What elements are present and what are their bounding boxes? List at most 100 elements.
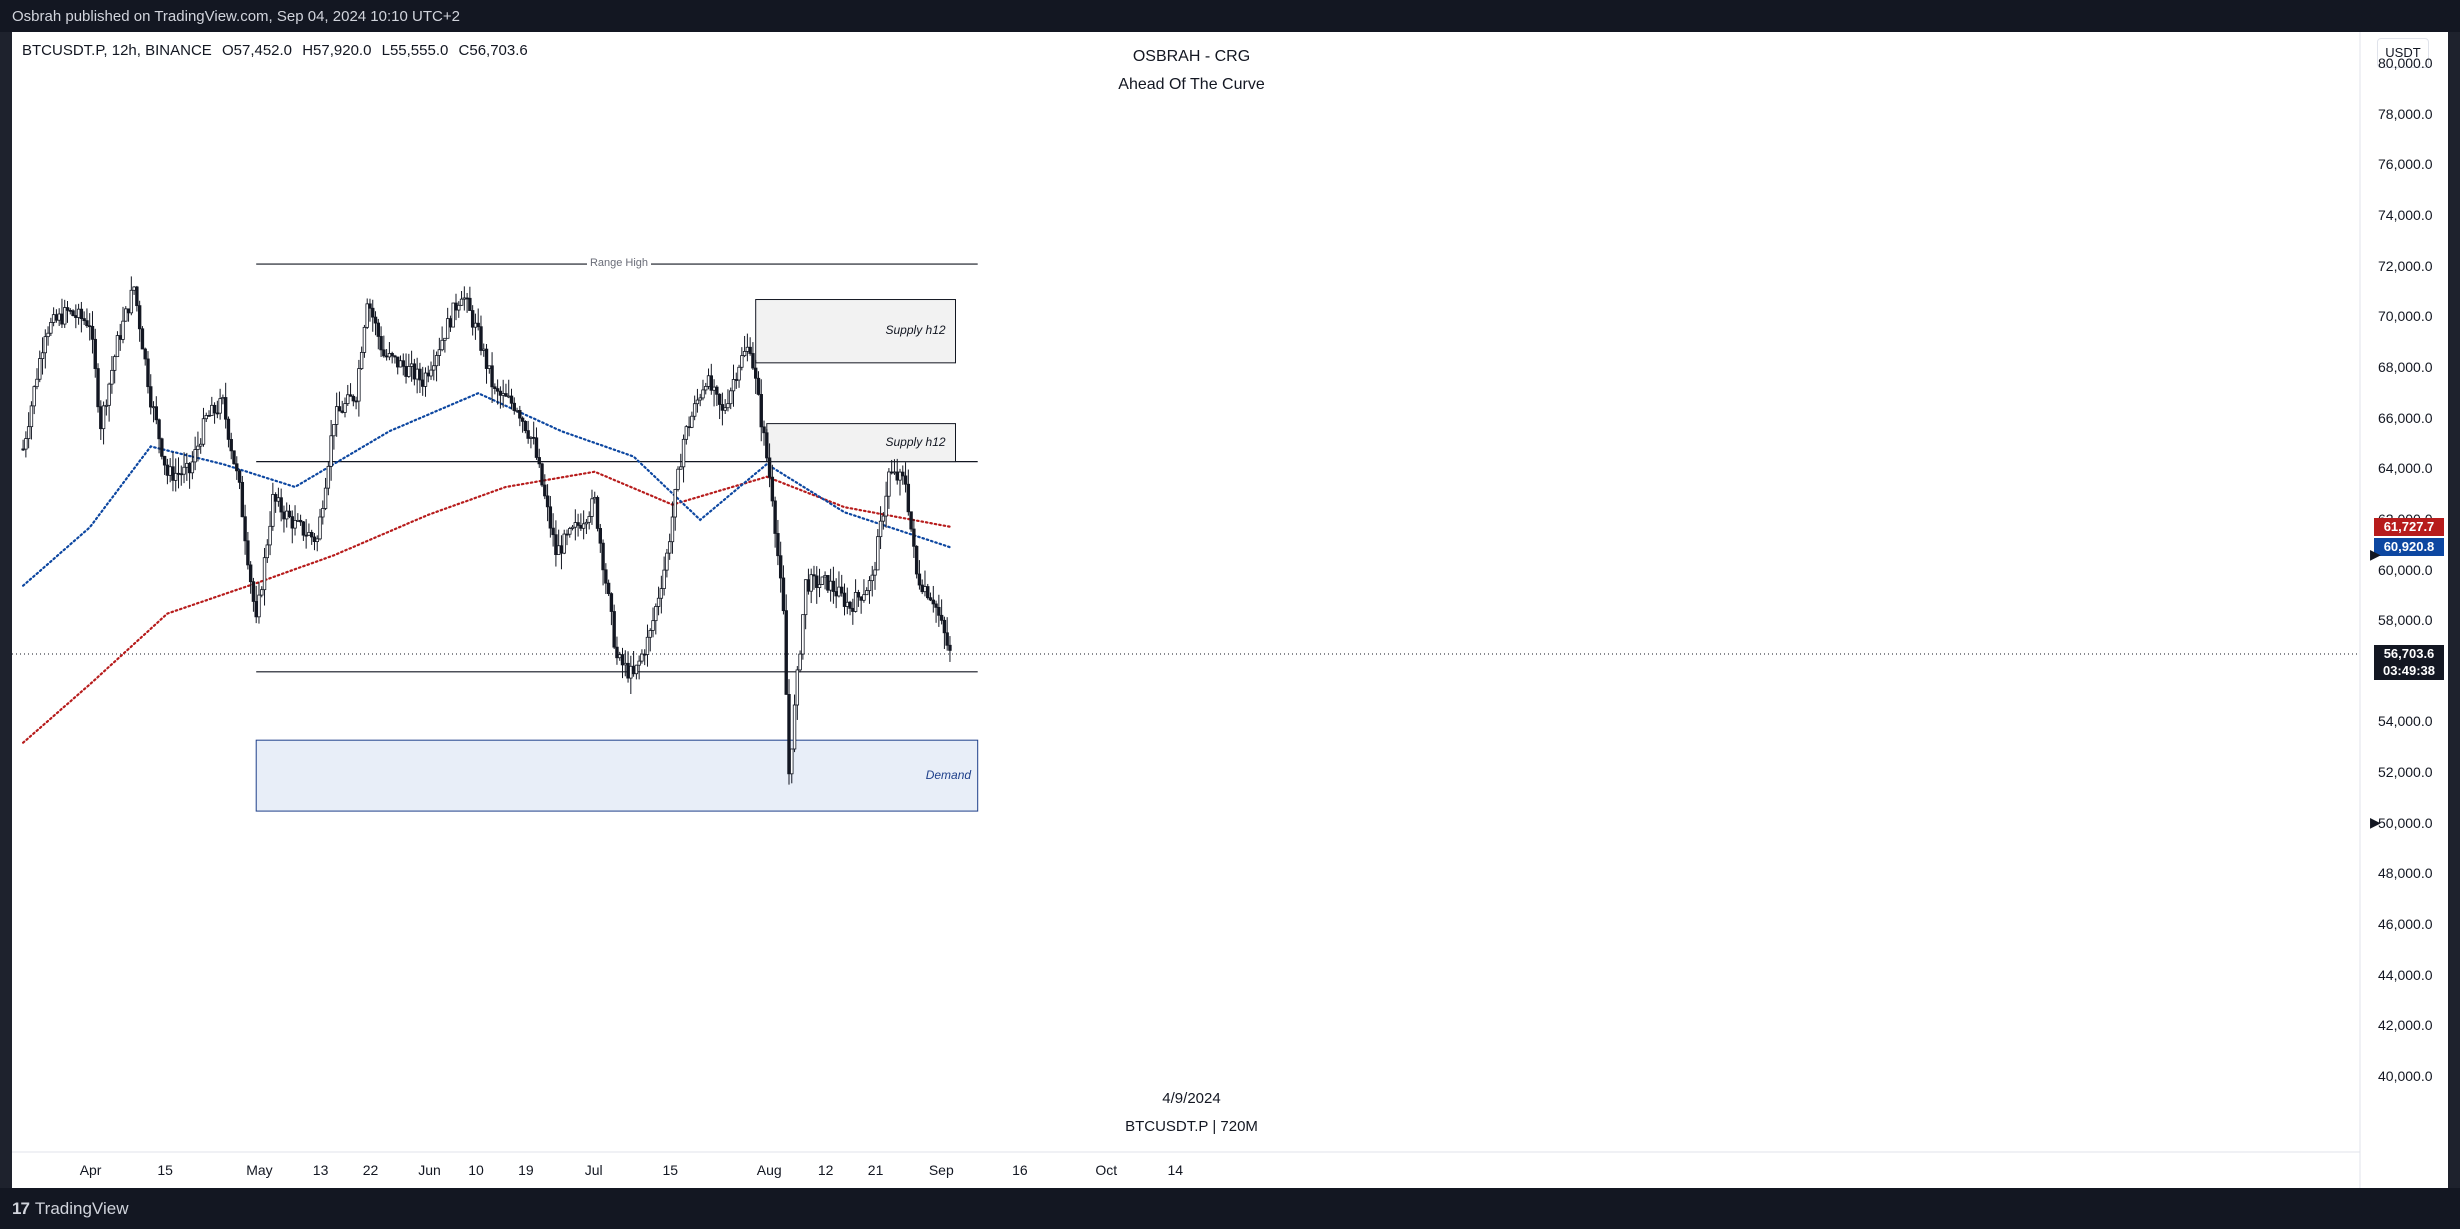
ma-red-line xyxy=(22,470,951,744)
candle-body xyxy=(826,575,830,591)
candle-body xyxy=(135,286,139,307)
time-tick-label: 12 xyxy=(817,1162,834,1178)
candle-body xyxy=(706,375,711,387)
candle-body xyxy=(354,400,358,403)
candle-body xyxy=(124,308,128,322)
candle-body xyxy=(862,594,866,601)
price-tick-label: 54,000.0 xyxy=(2378,713,2433,730)
candle-body xyxy=(237,470,242,483)
candle-body xyxy=(648,630,652,638)
candle-body xyxy=(126,308,131,314)
candle-body xyxy=(273,494,278,502)
candle-body xyxy=(926,586,930,599)
price-tick-label: 60,000.0 xyxy=(2378,561,2433,578)
candle-body xyxy=(537,457,541,465)
candle-body xyxy=(840,586,844,594)
candle-body xyxy=(573,522,578,528)
chart-canvas[interactable] xyxy=(12,32,2448,1188)
candle-body xyxy=(457,304,461,311)
candle-body xyxy=(501,393,505,396)
candle-body xyxy=(279,497,283,513)
chart-area[interactable]: BTCUSDT.P, 12h, BINANCE O57,452.0 H57,92… xyxy=(12,32,2448,1188)
candle-body xyxy=(246,540,250,566)
currency-button[interactable]: USDT xyxy=(2377,38,2429,68)
candle-body xyxy=(623,662,627,666)
candle-body xyxy=(462,297,467,300)
candle-body xyxy=(765,432,769,459)
candle-body xyxy=(712,386,716,391)
candle-body xyxy=(645,636,650,655)
ma-blue-line xyxy=(22,391,951,587)
candle-body xyxy=(57,313,61,321)
candle-body xyxy=(523,420,528,432)
time-tick-label: 10 xyxy=(468,1162,484,1178)
candle-body xyxy=(543,484,547,497)
candle-body xyxy=(643,653,647,656)
candle-body xyxy=(362,326,367,353)
candle-body xyxy=(812,574,816,577)
tradingview-logo[interactable]: 17 TradingView xyxy=(12,1199,128,1219)
candle-body xyxy=(262,557,267,591)
candle-body xyxy=(63,307,67,325)
candle-body xyxy=(784,610,788,695)
candle-body xyxy=(29,405,34,428)
candle-body xyxy=(373,316,378,324)
candle-body xyxy=(24,438,28,450)
time-tick-label: Oct xyxy=(1095,1162,1118,1178)
candle-body xyxy=(565,533,569,536)
candle-body xyxy=(698,397,702,401)
open-value: O57,452.0 xyxy=(221,42,293,59)
candle-body xyxy=(681,438,686,468)
candle-body xyxy=(293,520,297,529)
candle-body xyxy=(548,506,553,529)
candle-body xyxy=(479,326,483,351)
candle-body xyxy=(518,410,522,419)
candle-body xyxy=(676,468,680,490)
candle-body xyxy=(876,536,880,571)
watermark-date: 4/9/2024 xyxy=(1162,1090,1221,1107)
candle-body xyxy=(96,368,100,408)
candle-body xyxy=(454,302,458,311)
price-tick-label: 80,000.0 xyxy=(2378,55,2433,71)
candle-body xyxy=(429,369,433,377)
candle-body xyxy=(296,519,300,522)
candle-body xyxy=(601,542,605,571)
candle-body xyxy=(79,308,84,319)
candle-body xyxy=(692,403,697,417)
candle-body xyxy=(182,466,186,475)
candle-body xyxy=(912,528,916,547)
candle-body xyxy=(748,346,752,354)
candle-body xyxy=(493,386,497,390)
arrow-right-icon[interactable]: ▶ xyxy=(2370,546,2381,562)
time-tick-label: May xyxy=(246,1162,273,1178)
candle-body xyxy=(198,443,203,447)
time-tick-label: 16 xyxy=(1012,1162,1028,1178)
candle-body xyxy=(74,315,78,318)
time-tick-label: 21 xyxy=(867,1162,884,1178)
candle-body xyxy=(107,383,111,406)
candle-body xyxy=(762,426,766,434)
candle-body xyxy=(315,538,319,542)
candle-body xyxy=(659,588,664,599)
candle-body xyxy=(604,569,608,584)
candle-body xyxy=(235,463,239,472)
candle-body xyxy=(76,308,81,318)
candle-body xyxy=(445,318,450,339)
price-tick-label: 48,000.0 xyxy=(2378,865,2433,882)
candle-body xyxy=(584,521,589,525)
low-value: L55,555.0 xyxy=(381,42,449,59)
candle-body xyxy=(368,303,372,309)
candle-body xyxy=(251,581,256,602)
candle-body xyxy=(276,497,281,502)
high-value: H57,920.0 xyxy=(302,42,372,59)
candle-body xyxy=(559,545,564,554)
candle-body xyxy=(171,466,175,481)
candle-body xyxy=(873,569,877,576)
candle-body xyxy=(773,500,777,534)
candle-body xyxy=(382,349,386,357)
candle-body xyxy=(418,368,422,381)
candle-body xyxy=(260,589,264,596)
arrow-right-icon[interactable]: ▶ xyxy=(2370,814,2381,830)
candle-body xyxy=(856,592,861,598)
candle-body xyxy=(240,481,245,518)
